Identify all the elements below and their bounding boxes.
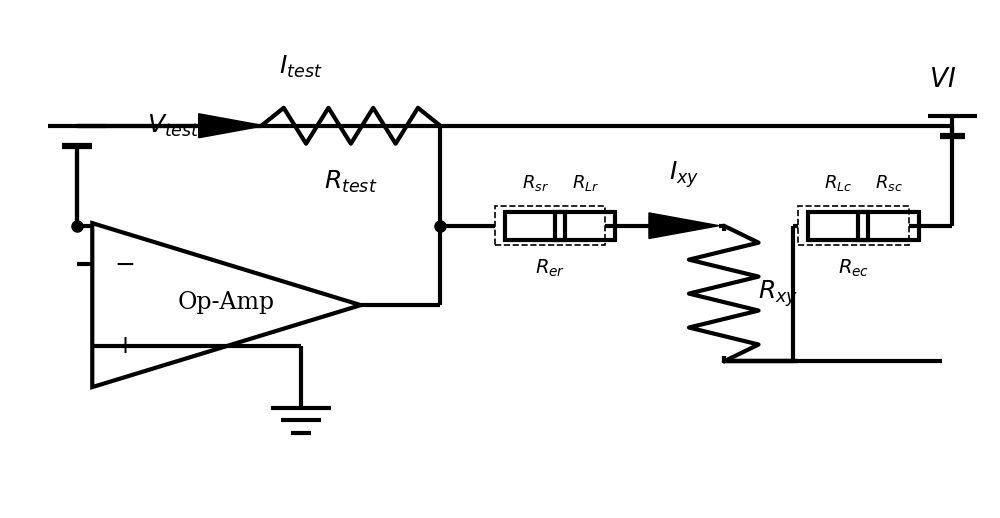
Text: $R_{ec}$: $R_{ec}$	[838, 257, 869, 279]
Text: $-$: $-$	[114, 252, 134, 276]
Text: $R_{sc}$: $R_{sc}$	[875, 174, 902, 193]
Text: $R_{sr}$: $R_{sr}$	[522, 174, 549, 193]
Bar	[505, 211, 565, 240]
Text: $+$: $+$	[114, 334, 134, 358]
Bar	[495, 207, 605, 245]
Text: $V_{test}$: $V_{test}$	[147, 112, 200, 139]
Bar	[798, 207, 909, 245]
Text: Op-Amp: Op-Amp	[178, 291, 275, 314]
Text: $VI$: $VI$	[929, 67, 956, 92]
Text: $R_{xy}$: $R_{xy}$	[758, 278, 799, 309]
Bar	[808, 211, 868, 240]
Polygon shape	[199, 114, 264, 138]
Text: $R_{Lr}$: $R_{Lr}$	[572, 174, 599, 193]
Polygon shape	[649, 213, 719, 238]
Text: $I_{xy}$: $I_{xy}$	[669, 159, 699, 190]
Bar	[858, 211, 919, 240]
Text: $I_{test}$: $I_{test}$	[279, 54, 323, 80]
Text: $R_{er}$: $R_{er}$	[535, 257, 565, 279]
Text: $R_{Lc}$: $R_{Lc}$	[824, 174, 853, 193]
Text: $R_{test}$: $R_{test}$	[324, 169, 378, 195]
Bar	[555, 211, 615, 240]
